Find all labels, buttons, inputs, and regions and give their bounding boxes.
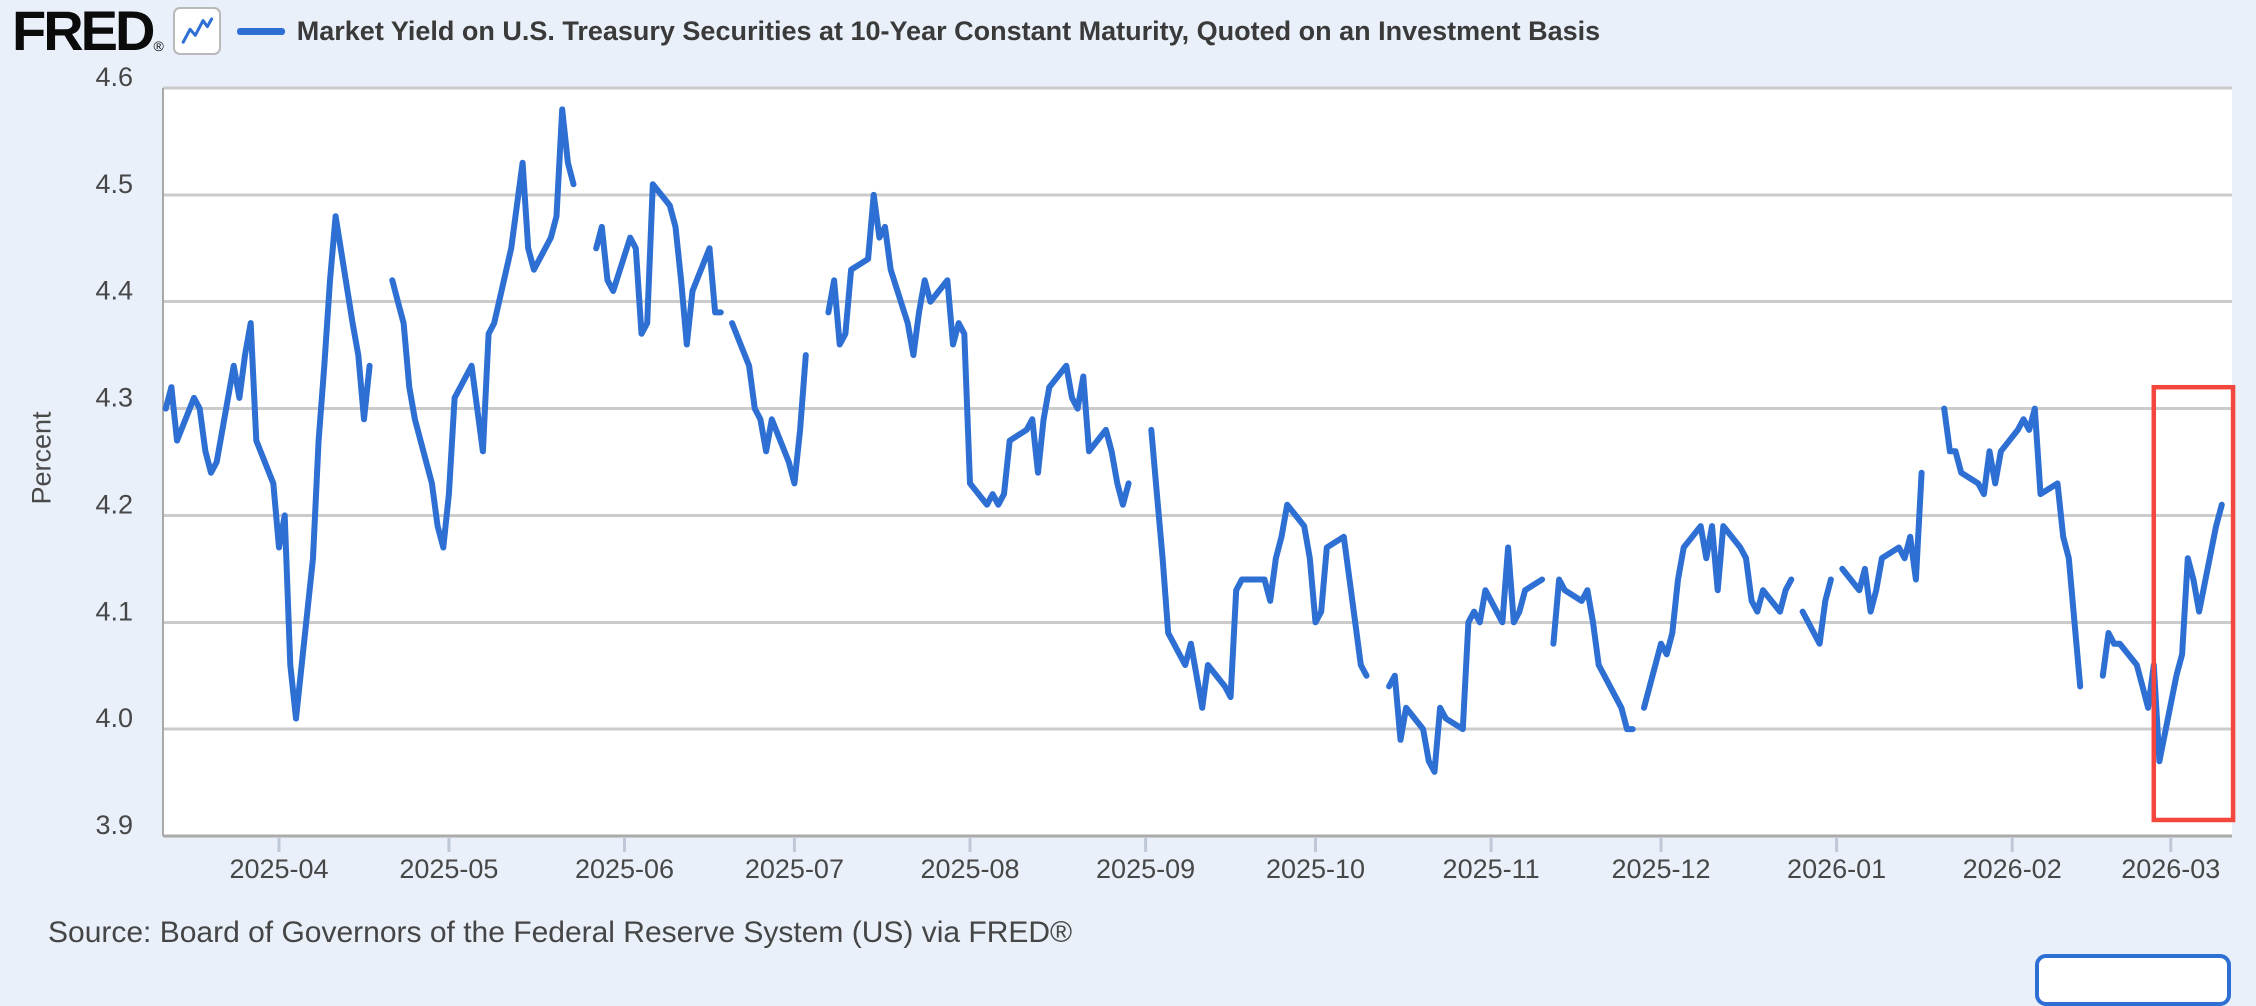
y-tick-label: 4.4 <box>95 276 133 306</box>
series-title: Market Yield on U.S. Treasury Securities… <box>296 15 1601 46</box>
series-line <box>1550 576 1636 733</box>
fred-logo-text: FRED <box>12 0 155 62</box>
fred-logo[interactable]: FRED ® <box>12 0 164 62</box>
x-tick-label: 2025-06 <box>575 854 674 884</box>
y-tick-label: 4.3 <box>95 383 133 413</box>
x-tick-label: 2025-11 <box>1443 854 1540 884</box>
y-tick-label: 4.5 <box>95 169 133 199</box>
chart-header: FRED ® Market Yield on U.S. Treasury Secu… <box>0 0 1600 62</box>
series-line <box>593 181 724 348</box>
y-tick-label: 3.9 <box>95 810 133 840</box>
series-line <box>729 320 809 487</box>
series-line <box>2099 501 2225 765</box>
series-line <box>1148 426 1370 711</box>
plot-background <box>163 88 2232 836</box>
x-tick-label: 2026-02 <box>1963 854 2062 884</box>
partially-visible-button[interactable] <box>2035 954 2231 1006</box>
x-tick-label: 2025-10 <box>1266 854 1365 884</box>
source-attribution: Source: Board of Governors of the Federa… <box>48 916 1073 949</box>
y-tick-label: 4.2 <box>95 489 133 519</box>
series-line <box>1839 469 1925 615</box>
y-axis-title: Percent <box>26 411 57 505</box>
series-line <box>162 213 373 722</box>
x-tick-label: 2026-01 <box>1787 854 1886 884</box>
series-line <box>1386 544 1546 775</box>
highlight-rectangle <box>2151 384 2236 823</box>
series-line <box>389 106 577 551</box>
line-chart-icon <box>181 17 213 44</box>
x-tick-label: 2026-03 <box>2121 854 2220 884</box>
fred-chart-icon <box>172 7 221 55</box>
y-tick-label: 4.6 <box>95 62 133 92</box>
registered-trademark: ® <box>153 38 164 54</box>
series-legend-line <box>236 27 285 35</box>
series-line <box>1799 576 1834 647</box>
x-tick-label: 2025-04 <box>229 854 328 884</box>
chart-plot-area[interactable]: 3.9 4.0 4.1 4.2 4.3 4.4 4.5 4.6 2025-04 2025-05 20… <box>0 0 2256 961</box>
x-tick-label: 2025-08 <box>920 854 1019 884</box>
y-tick-label: 4.0 <box>95 703 133 733</box>
x-tick-label: 2025-09 <box>1096 854 1195 884</box>
x-tick-label: 2025-07 <box>745 854 844 884</box>
series-line <box>1641 523 1795 711</box>
y-tick-label: 4.1 <box>95 596 133 626</box>
series-line <box>1941 405 2084 690</box>
x-tick-label: 2025-05 <box>399 854 498 884</box>
x-tick-label: 2025-12 <box>1611 854 1710 884</box>
series-line <box>825 191 1132 508</box>
